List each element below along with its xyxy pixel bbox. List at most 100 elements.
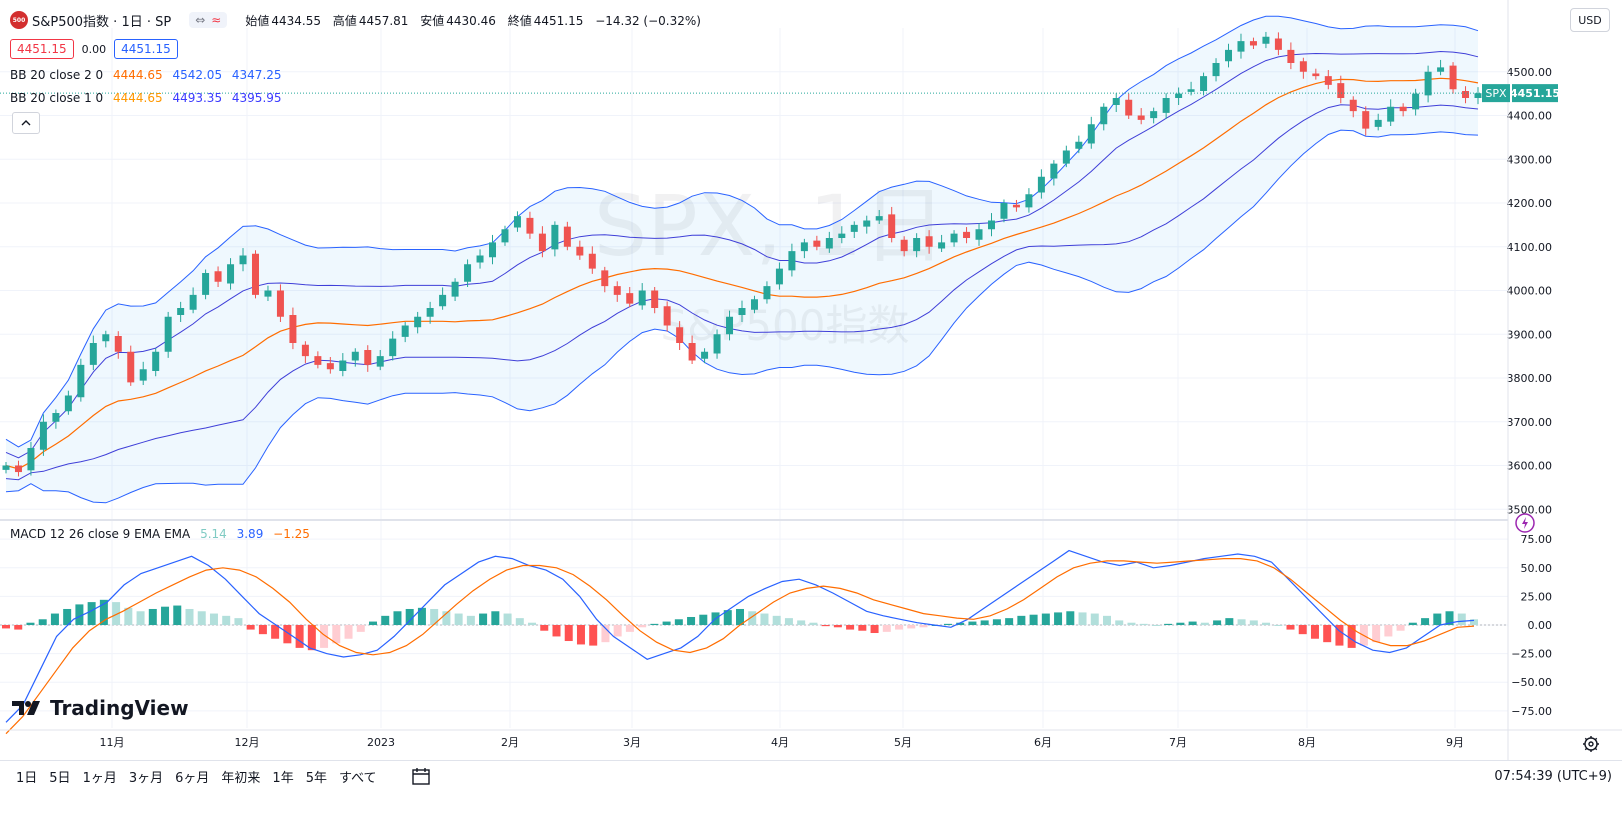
range-button[interactable]: 1日 <box>16 771 38 786</box>
macd-histogram-bar <box>1005 618 1014 625</box>
macd-histogram-bar <box>1457 613 1466 625</box>
candle-body <box>713 334 721 354</box>
tradingview-logo[interactable]: TradingView <box>12 696 189 720</box>
sell-price-button[interactable]: 4451.15 <box>10 39 74 59</box>
currency-button[interactable]: USD <box>1570 8 1610 32</box>
symbol-title[interactable]: S&P500指数 · 1日 · SP <box>32 14 172 30</box>
macd-histogram-bar <box>1054 612 1063 625</box>
candle-body <box>339 360 347 371</box>
lightning-icon[interactable] <box>1514 512 1536 534</box>
candle-body <box>863 220 871 227</box>
candle-body <box>376 356 384 367</box>
candle-body <box>202 273 210 295</box>
low-label: 安値 <box>420 13 445 28</box>
macd-histogram-bar <box>784 618 793 625</box>
wave-icon[interactable]: ≈ <box>211 13 222 27</box>
chevron-up-icon[interactable] <box>12 112 40 134</box>
macd-histogram-bar <box>454 613 463 625</box>
bottom-toolbar: 1日 5日 1ヶ月 3ヶ月 6ヶ月 年初来 1年 5年 すべて 07:54:39 (UTC+9) <box>0 760 1622 821</box>
candle-body <box>701 351 709 359</box>
macd-histogram-bar <box>479 613 488 625</box>
candle-body <box>501 229 509 243</box>
bb2-legend[interactable]: BB 20 close 2 0 4444.65 4542.05 4347.25 <box>10 68 288 82</box>
bb1-legend[interactable]: BB 20 close 1 0 4444.65 4493.35 4395.95 <box>10 91 288 105</box>
close-label: 終値 <box>507 13 532 28</box>
range-button[interactable]: 6ヶ月 <box>175 771 210 786</box>
macd-histogram-bar <box>748 611 757 625</box>
candle-body <box>39 421 47 450</box>
bollinger-bands <box>5 15 1479 504</box>
macd-histogram-bar <box>992 619 1001 625</box>
macd-histogram-bar <box>344 625 353 639</box>
candle-body <box>551 224 559 250</box>
range-button[interactable]: 年初来 <box>221 771 261 786</box>
candle-body <box>1399 106 1407 112</box>
time-axis-label: 7月 <box>1169 736 1187 749</box>
candle-body <box>963 231 971 238</box>
bb1-basis: 4444.65 <box>113 91 163 105</box>
candle-body <box>813 240 821 247</box>
macd-histogram-bar <box>381 615 390 625</box>
symbol-logo[interactable]: 500 <box>10 11 28 29</box>
calendar-icon[interactable] <box>411 766 431 786</box>
macd-axis-label: 0.00 <box>1528 619 1553 632</box>
candle-body <box>676 327 684 343</box>
macd-legend[interactable]: MACD 12 26 close 9 EMA EMA 5.14 3.89 −1.… <box>10 527 316 541</box>
candle-body <box>1162 98 1170 113</box>
macd-histogram-bar <box>540 625 549 631</box>
clock-timezone[interactable]: 07:54:39 (UTC+9) <box>1494 769 1612 784</box>
candle-body <box>426 308 434 317</box>
range-button[interactable]: 1年 <box>272 771 294 786</box>
candle-body <box>1125 99 1133 116</box>
macd-histogram-bar <box>1213 620 1222 625</box>
candle-body <box>738 308 746 315</box>
range-button[interactable]: 3ヶ月 <box>128 771 164 786</box>
candle-body <box>1100 106 1108 125</box>
macd-histogram-bar <box>1139 623 1148 625</box>
macd-histogram-bar <box>246 625 255 630</box>
macd-axis-label: 25.00 <box>1521 590 1553 603</box>
macd-histogram-bar <box>613 625 622 637</box>
bb2-lower: 4347.25 <box>231 68 282 82</box>
buy-price-button[interactable]: 4451.15 <box>114 39 178 59</box>
time-axis-label: 4月 <box>771 736 789 749</box>
macd-histogram-bar <box>797 620 806 625</box>
macd-histogram-bar <box>173 605 182 625</box>
compare-toggles[interactable]: ⇔ ≈ <box>189 12 228 28</box>
macd-histogram-bar <box>1200 622 1209 625</box>
bb1-lower-line <box>5 104 1479 481</box>
candle-body <box>1112 98 1120 105</box>
macd-histogram-bar <box>699 614 708 625</box>
candle-body <box>975 229 983 240</box>
macd-histogram-bar <box>50 613 59 625</box>
macd-histogram-bar <box>821 625 830 627</box>
time-axis-label: 6月 <box>1034 736 1052 749</box>
open-label: 始値 <box>245 13 270 28</box>
macd-histogram-bar <box>2 625 10 629</box>
candle-body <box>1274 38 1282 50</box>
candle-body <box>1437 67 1445 72</box>
macd-histogram-bar <box>1286 625 1295 630</box>
macd-histogram-bar <box>1249 620 1258 625</box>
range-button[interactable]: 5日 <box>49 771 71 786</box>
range-button[interactable]: 5年 <box>305 771 327 786</box>
candle-body <box>177 308 185 315</box>
macd-line <box>5 549 1475 723</box>
macd-histogram-bar <box>283 625 292 644</box>
range-button[interactable]: 1ヶ月 <box>82 771 117 786</box>
candle-body <box>663 306 671 326</box>
candle-body <box>439 294 447 307</box>
candle-body <box>1087 124 1095 144</box>
macd-histogram-bar <box>1017 615 1026 625</box>
candle-body <box>1025 194 1033 208</box>
candle-body <box>239 255 247 265</box>
settings-gear-icon[interactable] <box>1580 733 1602 755</box>
range-button[interactable]: すべて <box>338 771 377 786</box>
macd-histogram-bar <box>1066 611 1075 625</box>
toggle-icon[interactable]: ⇔ <box>195 13 206 27</box>
candle-body <box>89 343 97 365</box>
candle-body <box>1237 41 1245 52</box>
change-value: −14.32 (−0.32%) <box>595 13 701 28</box>
macd-histogram-bar <box>136 611 145 625</box>
